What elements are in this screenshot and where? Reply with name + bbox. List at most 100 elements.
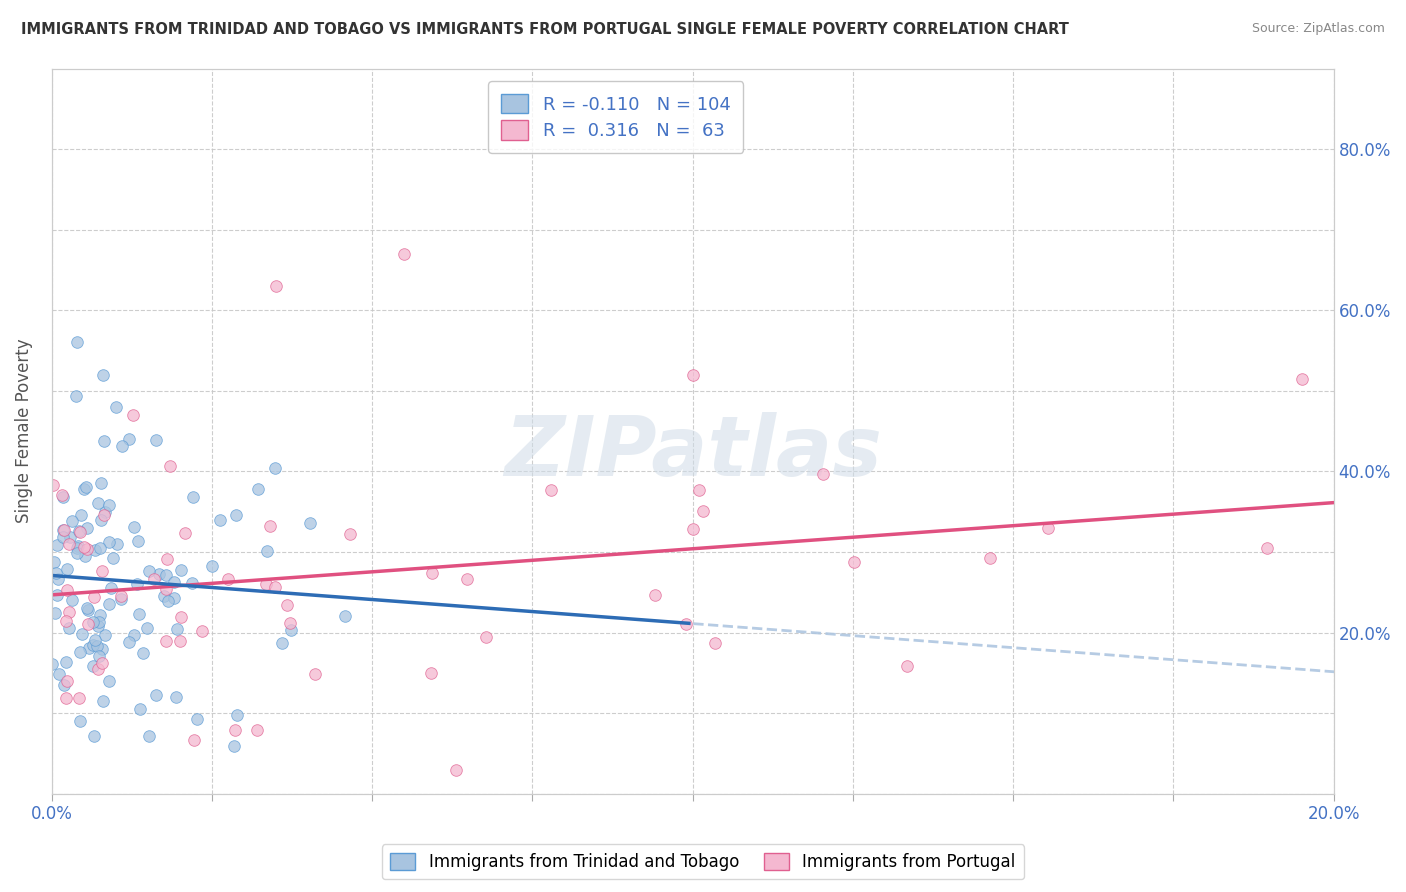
Point (83, 729, 105, 743)
Point (104, 400, 127, 414)
Point (271, 636, 294, 650)
Point (83, 632, 105, 647)
Point (129, 702, 152, 716)
Point (97, 597, 120, 611)
Point (339, 527, 361, 541)
Point (682, 368, 704, 382)
Point (148, 567, 170, 582)
Point (127, 534, 149, 549)
Point (76, 603, 98, 617)
Point (456, 572, 478, 586)
Point (97, 535, 120, 549)
Point (128, 607, 150, 621)
Point (83, 590, 105, 604)
Point (55, 691, 77, 706)
Point (75, 549, 97, 563)
Point (224, 723, 246, 738)
Point (77, 617, 100, 632)
Point (46, 538, 69, 552)
Point (298, 516, 321, 530)
Point (55, 655, 77, 669)
Point (45, 566, 67, 581)
Point (82, 659, 104, 673)
Point (474, 630, 496, 644)
Text: Source: ZipAtlas.com: Source: ZipAtlas.com (1251, 22, 1385, 36)
Point (190, 624, 212, 638)
Point (246, 482, 269, 496)
Point (97, 499, 120, 513)
Point (46, 572, 69, 586)
Point (82, 638, 104, 652)
Legend: Immigrants from Trinidad and Tobago, Immigrants from Portugal: Immigrants from Trinidad and Tobago, Imm… (382, 845, 1024, 880)
Point (174, 525, 197, 540)
Point (118, 432, 141, 446)
Point (110, 592, 132, 607)
Point (138, 564, 160, 578)
Point (91, 565, 114, 579)
Point (169, 563, 191, 577)
Point (73, 541, 96, 555)
Point (688, 483, 710, 497)
Point (58, 537, 80, 551)
Point (52, 530, 75, 544)
Point (138, 729, 160, 743)
Point (675, 617, 697, 632)
Point (66, 546, 89, 560)
Point (335, 609, 357, 624)
Point (159, 458, 181, 473)
Point (111, 439, 134, 453)
Point (155, 633, 177, 648)
Point (163, 574, 186, 589)
Point (42, 478, 65, 492)
Point (76, 541, 98, 556)
Point (540, 483, 562, 497)
Point (132, 646, 155, 660)
Point (73, 483, 96, 497)
Point (76, 600, 98, 615)
Point (41, 657, 63, 671)
Point (1291, 371, 1313, 385)
Point (256, 544, 278, 558)
Point (58, 605, 80, 619)
Point (94, 505, 117, 519)
Point (67, 524, 90, 538)
Point (169, 633, 191, 648)
Point (53, 524, 76, 538)
Point (278, 615, 301, 630)
Point (60, 592, 83, 607)
Point (55, 614, 77, 628)
Point (811, 467, 834, 481)
Point (69, 508, 91, 523)
Point (259, 519, 281, 533)
Point (225, 708, 247, 723)
Point (163, 591, 186, 606)
Point (44, 606, 66, 620)
Point (48, 667, 70, 681)
Point (110, 590, 132, 604)
Point (166, 622, 188, 636)
Point (69, 645, 91, 659)
Point (280, 623, 302, 637)
Point (83, 543, 105, 558)
Point (93, 434, 115, 449)
Point (90, 476, 112, 491)
Point (394, 247, 416, 261)
Point (51, 487, 73, 501)
Point (264, 279, 287, 293)
Point (89, 648, 111, 663)
Point (180, 576, 202, 591)
Point (87, 619, 110, 633)
Point (264, 580, 287, 594)
Point (56, 562, 79, 576)
Text: IMMIGRANTS FROM TRINIDAD AND TOBAGO VS IMMIGRANTS FROM PORTUGAL SINGLE FEMALE PO: IMMIGRANTS FROM TRINIDAD AND TOBAGO VS I… (21, 22, 1069, 37)
Point (703, 636, 725, 650)
Point (225, 508, 247, 523)
Point (101, 551, 124, 566)
Point (156, 552, 179, 566)
Point (201, 558, 224, 573)
Point (97, 673, 120, 688)
Point (419, 665, 441, 680)
Point (87, 662, 110, 676)
Point (58, 621, 80, 635)
Point (183, 490, 205, 504)
